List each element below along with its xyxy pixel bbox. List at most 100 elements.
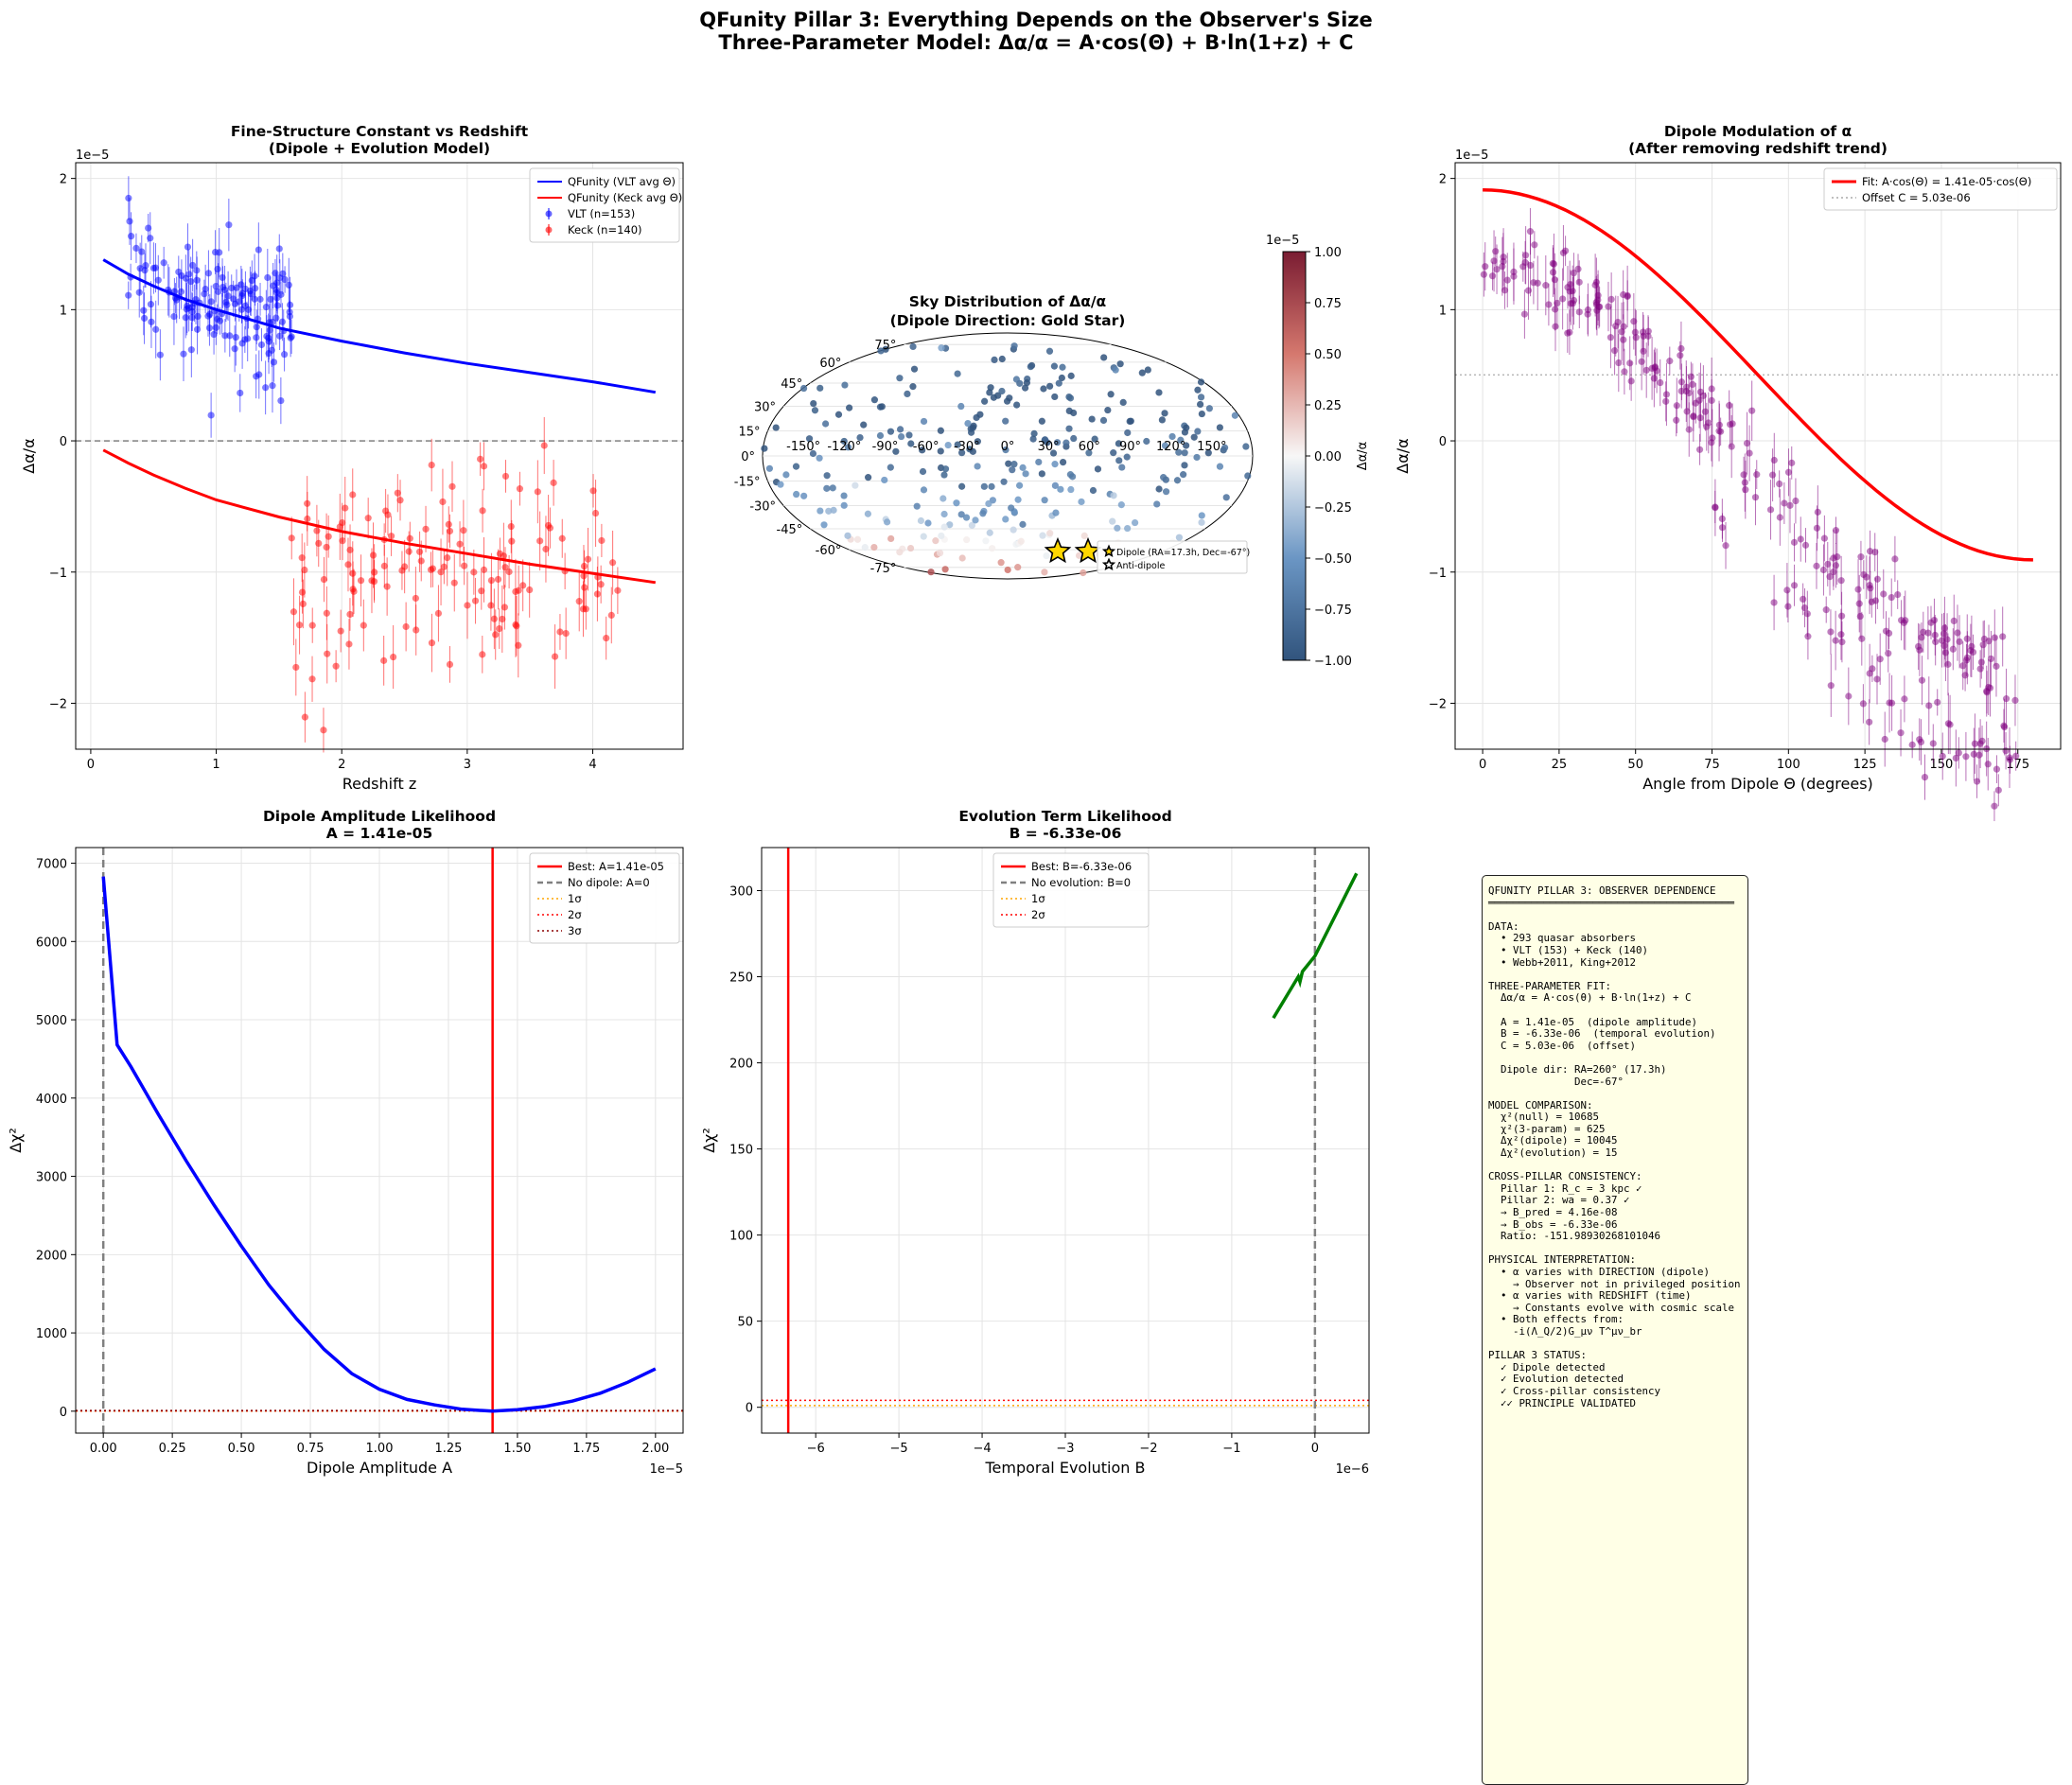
- sky-point: [991, 356, 998, 363]
- dipole-point: [1827, 682, 1835, 690]
- dipole-point: [1621, 368, 1628, 376]
- y-axis-label: Δα/α: [1394, 438, 1412, 473]
- sky-point: [816, 454, 823, 462]
- keck-point: [609, 559, 617, 567]
- keck-point: [360, 621, 367, 629]
- sky-point: [782, 471, 790, 479]
- legend-dipole-star: [1101, 544, 1116, 558]
- dipole-point: [1800, 595, 1807, 604]
- dipole-point: [1559, 295, 1567, 303]
- sky-point: [1039, 532, 1046, 539]
- keck-point: [494, 575, 502, 584]
- sky-point: [1198, 512, 1205, 519]
- dipole-point: [1638, 358, 1645, 365]
- sky-point: [1085, 449, 1093, 457]
- keck-point: [398, 567, 406, 574]
- dipole-point: [1897, 729, 1905, 737]
- sky-point: [1002, 446, 1010, 454]
- dipole-point: [1696, 388, 1705, 395]
- vlt-point: [135, 289, 143, 296]
- keck-point: [540, 442, 548, 449]
- vlt-point: [182, 314, 189, 322]
- dipole-point: [1748, 407, 1756, 414]
- dipole-point: [1673, 416, 1680, 424]
- dipole-point: [2002, 695, 2011, 703]
- lat-tick-label: 15°: [738, 425, 760, 439]
- dipole-point: [2012, 752, 2020, 760]
- x-axis-label: Dipole Amplitude A: [307, 1459, 452, 1477]
- keck-point: [323, 609, 330, 617]
- keck-point: [380, 562, 388, 569]
- sky-point: [1043, 551, 1050, 560]
- dipole-point: [1781, 499, 1788, 507]
- sky-point: [1124, 524, 1132, 533]
- dipole-point: [1820, 534, 1828, 542]
- sky-point: [940, 523, 948, 531]
- x-tick-label: 3: [464, 758, 471, 772]
- vlt-point: [140, 306, 148, 314]
- sky-point: [982, 537, 990, 545]
- dipole-point: [1552, 306, 1559, 313]
- dipole-point: [1566, 328, 1573, 336]
- lon-tick-label: -30°: [954, 440, 980, 454]
- vlt-point: [265, 334, 272, 341]
- dipole-point: [1751, 494, 1760, 501]
- dipole-point: [1689, 380, 1696, 389]
- keck-point: [512, 587, 519, 596]
- sky-point: [953, 499, 960, 507]
- sky-point: [1050, 362, 1059, 370]
- keck-point: [299, 600, 307, 607]
- keck-point: [292, 663, 300, 672]
- sky-point: [1193, 453, 1201, 462]
- dipole-point: [1657, 378, 1664, 387]
- dipole-point: [1596, 303, 1604, 310]
- sky-point: [924, 519, 932, 527]
- sky-point: [997, 559, 1005, 567]
- keck-point: [320, 726, 327, 734]
- vlt-point: [126, 218, 133, 225]
- lon-tick-label: -150°: [786, 440, 820, 454]
- dipole-point: [1832, 527, 1840, 534]
- dipole-point: [1545, 301, 1553, 308]
- sky-point: [844, 444, 852, 451]
- sky-point: [1110, 492, 1117, 499]
- summary-box: QFUNITY PILLAR 3: OBSERVER DEPENDENCE ══…: [1482, 875, 1748, 1785]
- sky-point: [957, 482, 966, 490]
- lat-tick-label: 30°: [754, 400, 776, 414]
- lat-tick-label: -30°: [749, 500, 776, 515]
- y-tick-label: 2: [60, 173, 67, 187]
- sky-point: [898, 432, 905, 441]
- sky-point: [1109, 517, 1116, 525]
- sky-point: [1041, 497, 1048, 504]
- sky-point: [904, 390, 911, 398]
- sky-point: [830, 506, 837, 514]
- dipole-point: [1626, 359, 1634, 367]
- dipole-point: [1493, 266, 1501, 273]
- vlt-point: [184, 243, 192, 251]
- keck-point: [412, 594, 419, 603]
- keck-point: [349, 586, 357, 593]
- sky-point: [1002, 516, 1010, 523]
- sky-point: [1002, 417, 1010, 425]
- keck-point: [437, 569, 445, 576]
- vlt-point: [253, 324, 260, 331]
- keck-point: [428, 639, 436, 647]
- sky-point: [1155, 485, 1163, 493]
- keck-point: [344, 561, 352, 569]
- keck-point: [597, 581, 605, 588]
- sky-point: [761, 445, 768, 452]
- dipole-point: [1766, 506, 1775, 514]
- dipole-point: [1858, 635, 1866, 642]
- sky-point: [1131, 518, 1139, 527]
- lat-tick-label: -60°: [816, 544, 842, 558]
- sky-point: [1177, 436, 1185, 444]
- dipole-point: [1963, 635, 1971, 642]
- dipole-point: [1962, 656, 1971, 664]
- dipole-point: [1975, 751, 1983, 759]
- dipole-point: [1677, 352, 1684, 359]
- vlt-point: [230, 295, 237, 303]
- dipole-point: [1607, 334, 1615, 341]
- vlt-point: [256, 295, 264, 303]
- y-tick-label: 2: [1439, 173, 1447, 187]
